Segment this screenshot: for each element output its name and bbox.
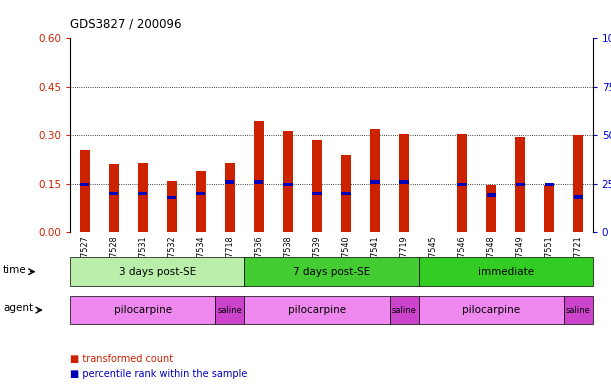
Bar — [312, 140, 322, 232]
Bar — [574, 195, 583, 199]
Bar — [457, 134, 467, 232]
Bar — [137, 163, 148, 232]
Bar — [486, 194, 496, 197]
Bar — [196, 171, 206, 232]
Bar — [458, 183, 467, 186]
Text: saline: saline — [566, 306, 591, 314]
Bar — [515, 137, 525, 232]
Bar — [399, 134, 409, 232]
Text: ■ transformed count: ■ transformed count — [70, 354, 174, 364]
Bar — [79, 150, 90, 232]
Bar — [80, 183, 89, 186]
Text: agent: agent — [3, 303, 33, 313]
Text: immediate: immediate — [478, 266, 533, 277]
Bar — [400, 180, 409, 184]
Bar — [486, 185, 496, 232]
Bar — [370, 129, 380, 232]
Text: pilocarpine: pilocarpine — [114, 305, 172, 315]
Text: pilocarpine: pilocarpine — [462, 305, 520, 315]
Bar — [167, 180, 177, 232]
Text: saline: saline — [392, 306, 417, 314]
Bar — [167, 195, 177, 199]
Text: saline: saline — [218, 306, 243, 314]
Bar — [225, 180, 235, 184]
Text: 3 days post-SE: 3 days post-SE — [119, 266, 196, 277]
Bar — [138, 192, 147, 195]
Bar — [341, 155, 351, 232]
Text: pilocarpine: pilocarpine — [288, 305, 346, 315]
Bar — [544, 183, 554, 186]
Bar — [109, 192, 119, 195]
Bar — [342, 192, 351, 195]
Bar — [544, 185, 554, 232]
Text: 7 days post-SE: 7 days post-SE — [293, 266, 370, 277]
Bar — [254, 121, 264, 232]
Bar — [254, 180, 263, 184]
Bar — [312, 192, 321, 195]
Text: GDS3827 / 200096: GDS3827 / 200096 — [70, 17, 181, 30]
Bar — [573, 136, 584, 232]
Text: ■ percentile rank within the sample: ■ percentile rank within the sample — [70, 369, 247, 379]
Bar — [283, 131, 293, 232]
Text: time: time — [3, 265, 27, 275]
Bar — [370, 180, 379, 184]
Bar — [196, 192, 205, 195]
Bar — [516, 183, 525, 186]
Bar — [225, 163, 235, 232]
Bar — [284, 183, 293, 186]
Bar — [109, 164, 119, 232]
